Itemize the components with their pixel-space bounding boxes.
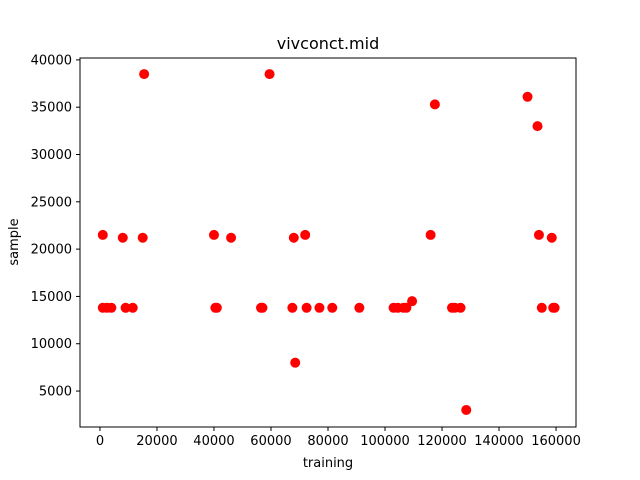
- data-point: [401, 302, 412, 313]
- x-tick-label: 160000: [531, 434, 581, 449]
- data-point: [301, 302, 312, 313]
- data-point: [208, 229, 219, 240]
- y-tick-label: 25000: [31, 195, 72, 210]
- data-point: [314, 302, 325, 313]
- data-point: [226, 232, 237, 243]
- data-point: [300, 229, 311, 240]
- x-tick-label: 140000: [474, 434, 524, 449]
- y-tick-label: 30000: [31, 148, 72, 163]
- data-point: [461, 404, 472, 415]
- data-point: [127, 302, 138, 313]
- data-point: [533, 229, 544, 240]
- data-point: [327, 302, 338, 313]
- data-point: [532, 121, 543, 132]
- y-tick-label: 15000: [31, 290, 72, 305]
- x-tick-label: 40000: [193, 434, 234, 449]
- data-point: [139, 69, 150, 80]
- data-point: [106, 302, 117, 313]
- data-point: [117, 232, 128, 243]
- y-tick-label: 35000: [31, 101, 72, 116]
- data-point: [287, 302, 298, 313]
- data-point: [354, 302, 365, 313]
- x-tick-label: 80000: [307, 434, 348, 449]
- data-point: [257, 302, 268, 313]
- data-point: [546, 232, 557, 243]
- data-point: [97, 229, 108, 240]
- x-axis-ticks: 0 20000 40000 60000 80000 100000 120000 140000 1…: [96, 427, 581, 449]
- chart-title: vivconct.mid: [277, 34, 379, 53]
- data-point: [264, 69, 275, 80]
- x-tick-label: 100000: [360, 434, 410, 449]
- y-tick-label: 40000: [31, 53, 72, 68]
- data-points: [97, 69, 560, 415]
- data-point: [137, 232, 148, 243]
- data-point: [290, 357, 301, 368]
- y-tick-label: 5000: [39, 385, 72, 400]
- x-axis-label: training: [303, 456, 353, 471]
- data-point: [211, 302, 222, 313]
- data-point: [549, 302, 560, 313]
- data-point: [120, 302, 131, 313]
- data-point: [288, 232, 299, 243]
- y-tick-label: 10000: [31, 337, 72, 352]
- data-point: [455, 302, 466, 313]
- x-tick-label: 60000: [250, 434, 291, 449]
- data-point: [536, 302, 547, 313]
- data-point: [522, 91, 533, 102]
- data-point: [425, 229, 436, 240]
- y-tick-label: 20000: [31, 243, 72, 258]
- y-axis-ticks: 5000 10000 15000 20000 25000 30000 35000 40000: [31, 53, 80, 400]
- y-axis-label: sample: [7, 218, 22, 265]
- x-tick-label: 120000: [417, 434, 467, 449]
- x-tick-label: 20000: [136, 434, 177, 449]
- data-point: [429, 99, 440, 110]
- x-tick-label: 0: [96, 434, 104, 449]
- data-point: [407, 296, 418, 307]
